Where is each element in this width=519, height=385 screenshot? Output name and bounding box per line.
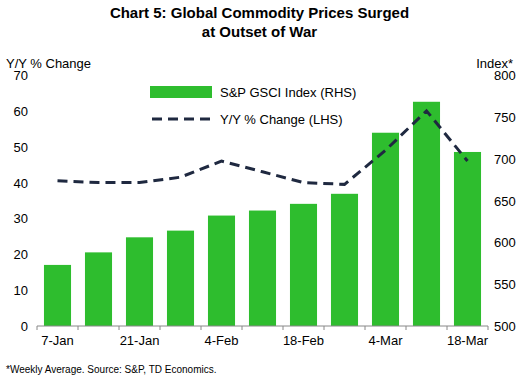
y2-tick-label: 550	[494, 277, 516, 292]
y-tick	[34, 290, 37, 291]
x-tick	[37, 326, 38, 330]
title: Chart 5: Global Commodity Prices Surgeda…	[110, 4, 409, 40]
footnote: *Weekly Average. Source: S&P, TD Economi…	[6, 364, 216, 375]
bar	[290, 204, 317, 326]
y-tick-label: 10	[14, 283, 28, 298]
legend-swatch	[150, 86, 212, 98]
y2-tick-label: 800	[494, 68, 516, 83]
y-tick-label: 0	[21, 319, 28, 334]
y2-tick	[488, 200, 491, 201]
x-tick	[365, 326, 366, 330]
y-tick	[34, 75, 37, 76]
x-tick	[283, 326, 284, 330]
x-tick	[324, 326, 325, 330]
y-tick	[34, 182, 37, 183]
bar	[372, 133, 399, 326]
y2-tick-label: 650	[494, 194, 516, 209]
x-tick	[160, 326, 161, 330]
x-tick-label: 18-Feb	[283, 333, 324, 348]
x-tick	[447, 326, 448, 330]
x-tick	[201, 326, 202, 330]
y2-tick-label: 600	[494, 235, 516, 250]
x-axis	[37, 326, 488, 327]
x-tick	[488, 326, 489, 330]
legend-swatch	[152, 118, 210, 121]
bar	[249, 211, 276, 326]
x-tick-label: 21-Jan	[120, 333, 160, 348]
line	[58, 111, 468, 185]
legend-label: Y/Y % Change (LHS)	[220, 112, 343, 127]
y2-tick	[488, 116, 491, 117]
plot-area	[44, 102, 481, 326]
x-tick-label: 4-Feb	[205, 333, 239, 348]
bar	[167, 231, 194, 326]
y-tick	[34, 146, 37, 147]
y2-tick	[488, 284, 491, 285]
y-tick-label: 60	[14, 104, 28, 119]
y-tick-label: 20	[14, 247, 28, 262]
y-tick-label: 40	[14, 176, 28, 191]
bar	[126, 237, 153, 326]
x-tick	[78, 326, 79, 330]
y-tick-label: 30	[14, 211, 28, 226]
y2-tick	[488, 158, 491, 159]
legend-label: S&P GSCI Index (RHS)	[220, 85, 356, 100]
y2-tick	[488, 242, 491, 243]
bar	[44, 265, 71, 326]
x-tick	[406, 326, 407, 330]
bar	[208, 216, 235, 326]
y-tick-label: 70	[14, 68, 28, 83]
y2-tick-label: 750	[494, 110, 516, 125]
y-tick-label: 50	[14, 140, 28, 155]
bar	[454, 152, 481, 326]
y-tick	[34, 254, 37, 255]
x-tick-label: 4-Mar	[369, 333, 404, 348]
x-tick	[242, 326, 243, 330]
y2-tick-label: 500	[494, 319, 516, 334]
y2-tick-label: 700	[494, 152, 516, 167]
chart: Chart 5: Global Commodity Prices Surgeda…	[0, 0, 519, 385]
bar	[85, 252, 112, 326]
x-tick-label: 7-Jan	[41, 333, 74, 348]
y-tick	[34, 110, 37, 111]
y-tick	[34, 218, 37, 219]
x-tick-label: 18-Mar	[447, 333, 489, 348]
x-tick	[119, 326, 120, 330]
bar	[413, 102, 440, 326]
bar	[331, 194, 358, 326]
y2-tick	[488, 75, 491, 76]
